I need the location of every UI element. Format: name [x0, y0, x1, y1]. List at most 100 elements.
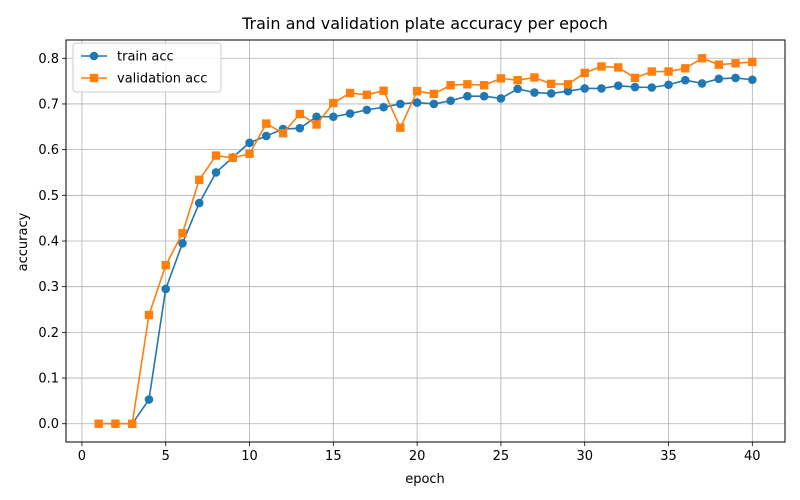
series-layer [94, 54, 757, 429]
legend-item: train acc [81, 50, 174, 65]
data-point [680, 75, 690, 85]
data-point [262, 119, 271, 128]
data-point [614, 63, 623, 72]
data-point [312, 120, 321, 129]
data-point [412, 98, 422, 107]
data-point [446, 96, 455, 106]
legend-item: validation acc [81, 72, 207, 87]
data-point [748, 57, 757, 67]
x-tick-label: 30 [576, 449, 593, 464]
data-point [613, 81, 623, 90]
data-point [546, 79, 556, 89]
data-point [295, 109, 305, 119]
y-tick-label: 0.5 [38, 189, 59, 204]
ticks: 0 5 10 15 20 25 30 35 40 0.0 0.1 0.2 0.3 0.4 0.5 0.6 0.7… [38, 52, 760, 464]
data-point [228, 153, 237, 163]
data-point [647, 83, 657, 92]
data-point [664, 80, 673, 90]
data-point [362, 90, 372, 100]
data-point [630, 82, 640, 92]
data-point [681, 64, 690, 73]
data-point [513, 76, 522, 85]
x-tick-label: 0 [78, 449, 86, 464]
data-point [580, 84, 590, 93]
data-point [295, 123, 305, 133]
data-point [362, 105, 372, 115]
y-tick-label: 0.0 [38, 417, 59, 432]
y-tick-label: 0.3 [38, 280, 59, 295]
data-point [161, 284, 171, 294]
data-point [546, 89, 556, 98]
data-point [412, 86, 422, 96]
data-point [144, 395, 154, 404]
data-point [714, 74, 724, 84]
data-point [563, 80, 573, 89]
data-point [195, 175, 204, 184]
data-point [463, 80, 472, 89]
data-point [630, 73, 640, 83]
data-point [714, 60, 723, 69]
x-tick-label: 20 [409, 449, 426, 464]
data-point [312, 112, 321, 122]
data-point [530, 88, 539, 97]
data-point [496, 94, 506, 103]
data-point [429, 89, 439, 99]
x-tick-label: 35 [660, 449, 677, 464]
data-point [161, 261, 170, 270]
data-point [261, 131, 271, 141]
y-tick-label: 0.1 [38, 372, 59, 387]
data-point [647, 67, 656, 76]
data-point [278, 128, 288, 138]
legend-box [72, 42, 222, 93]
data-point [429, 99, 439, 109]
data-point [194, 198, 204, 208]
series-line [98, 57, 753, 425]
data-point [178, 238, 187, 248]
legend-label: validation acc [117, 72, 207, 87]
data-point [748, 75, 757, 85]
grid [66, 40, 785, 442]
data-point [446, 81, 455, 90]
legend-label: train acc [117, 50, 174, 65]
data-point [345, 88, 355, 98]
data-point [530, 73, 539, 82]
data-point [178, 229, 187, 238]
data-point [731, 73, 740, 83]
data-point [463, 91, 472, 101]
data-point [513, 84, 522, 94]
data-point [144, 310, 154, 320]
y-tick-label: 0.7 [38, 97, 59, 112]
y-tick-label: 0.4 [38, 235, 59, 250]
series-line [98, 77, 753, 425]
x-tick-label: 10 [241, 449, 258, 464]
data-point [697, 79, 707, 88]
x-tick-label: 15 [325, 449, 342, 464]
data-point [396, 99, 405, 109]
x-axis-label: epoch [405, 472, 445, 487]
data-point [211, 151, 221, 160]
data-point [111, 419, 120, 428]
data-point [245, 149, 254, 158]
data-point [329, 112, 338, 122]
data-point [597, 84, 606, 93]
data-point [329, 98, 338, 108]
legend-marker [89, 51, 99, 61]
data-point [697, 54, 707, 63]
y-tick-label: 0.8 [38, 52, 59, 67]
data-point [664, 67, 673, 76]
data-point [479, 81, 489, 90]
data-point [396, 123, 405, 132]
data-point [94, 419, 103, 428]
chart-title: Train and validation plate accuracy per … [241, 14, 608, 33]
data-point [580, 68, 589, 78]
data-point [245, 138, 254, 148]
data-point [345, 109, 355, 118]
y-tick-label: 0.6 [38, 143, 59, 158]
series-validation [94, 54, 757, 428]
y-tick-label: 0.2 [38, 326, 59, 341]
x-tick-label: 5 [162, 449, 170, 464]
x-tick-label: 25 [493, 449, 510, 464]
data-point [479, 91, 489, 101]
data-point [597, 62, 606, 71]
